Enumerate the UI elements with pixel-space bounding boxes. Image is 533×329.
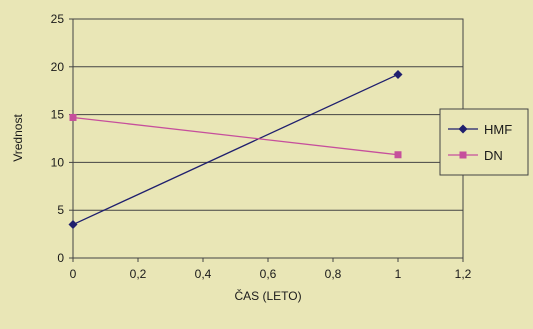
legend-label-dn: DN [484, 148, 503, 163]
x-tick-label: 0,4 [195, 267, 212, 281]
x-tick-label: 0,8 [325, 267, 342, 281]
x-tick-label: 1 [395, 267, 402, 281]
y-axis-title: Vrednost [11, 114, 25, 162]
x-tick-label: 1,2 [455, 267, 472, 281]
legend-item-hmf: HMF [448, 122, 512, 137]
data-point-dn [69, 113, 77, 121]
series-line-hmf [72, 73, 399, 226]
gridlines [73, 66, 463, 211]
legend: HMF DN [439, 108, 529, 176]
y-tick-label: 15 [51, 108, 65, 122]
y-tick-label: 10 [51, 155, 65, 169]
y-tick-label: 0 [57, 251, 64, 265]
data-point-hmf [68, 220, 78, 230]
y-tick-label: 5 [57, 203, 64, 217]
y-axis-ticks: 0 5 10 15 20 25 [51, 12, 73, 265]
y-tick-label: 25 [51, 12, 65, 26]
legend-item-dn: DN [448, 148, 503, 163]
legend-marker-dn [459, 151, 467, 159]
legend-box [439, 108, 529, 176]
x-tick-label: 0,2 [130, 267, 147, 281]
series-dn [69, 113, 402, 159]
legend-label-hmf: HMF [484, 122, 512, 137]
x-tick-label: 0 [70, 267, 77, 281]
series-layer [68, 69, 403, 230]
x-tick-label: 0,6 [260, 267, 277, 281]
series-hmf [68, 69, 403, 230]
x-axis-title: ČAS (LETO) [234, 288, 301, 303]
y-tick-label: 20 [51, 60, 65, 74]
legend-marker-hmf [458, 124, 468, 134]
series-line-dn [72, 116, 399, 156]
data-point-dn [394, 151, 402, 159]
plot-area [72, 18, 464, 259]
data-point-hmf [393, 69, 403, 79]
x-axis-ticks: 0 0,2 0,4 0,6 0,8 1 1,2 [70, 258, 472, 281]
